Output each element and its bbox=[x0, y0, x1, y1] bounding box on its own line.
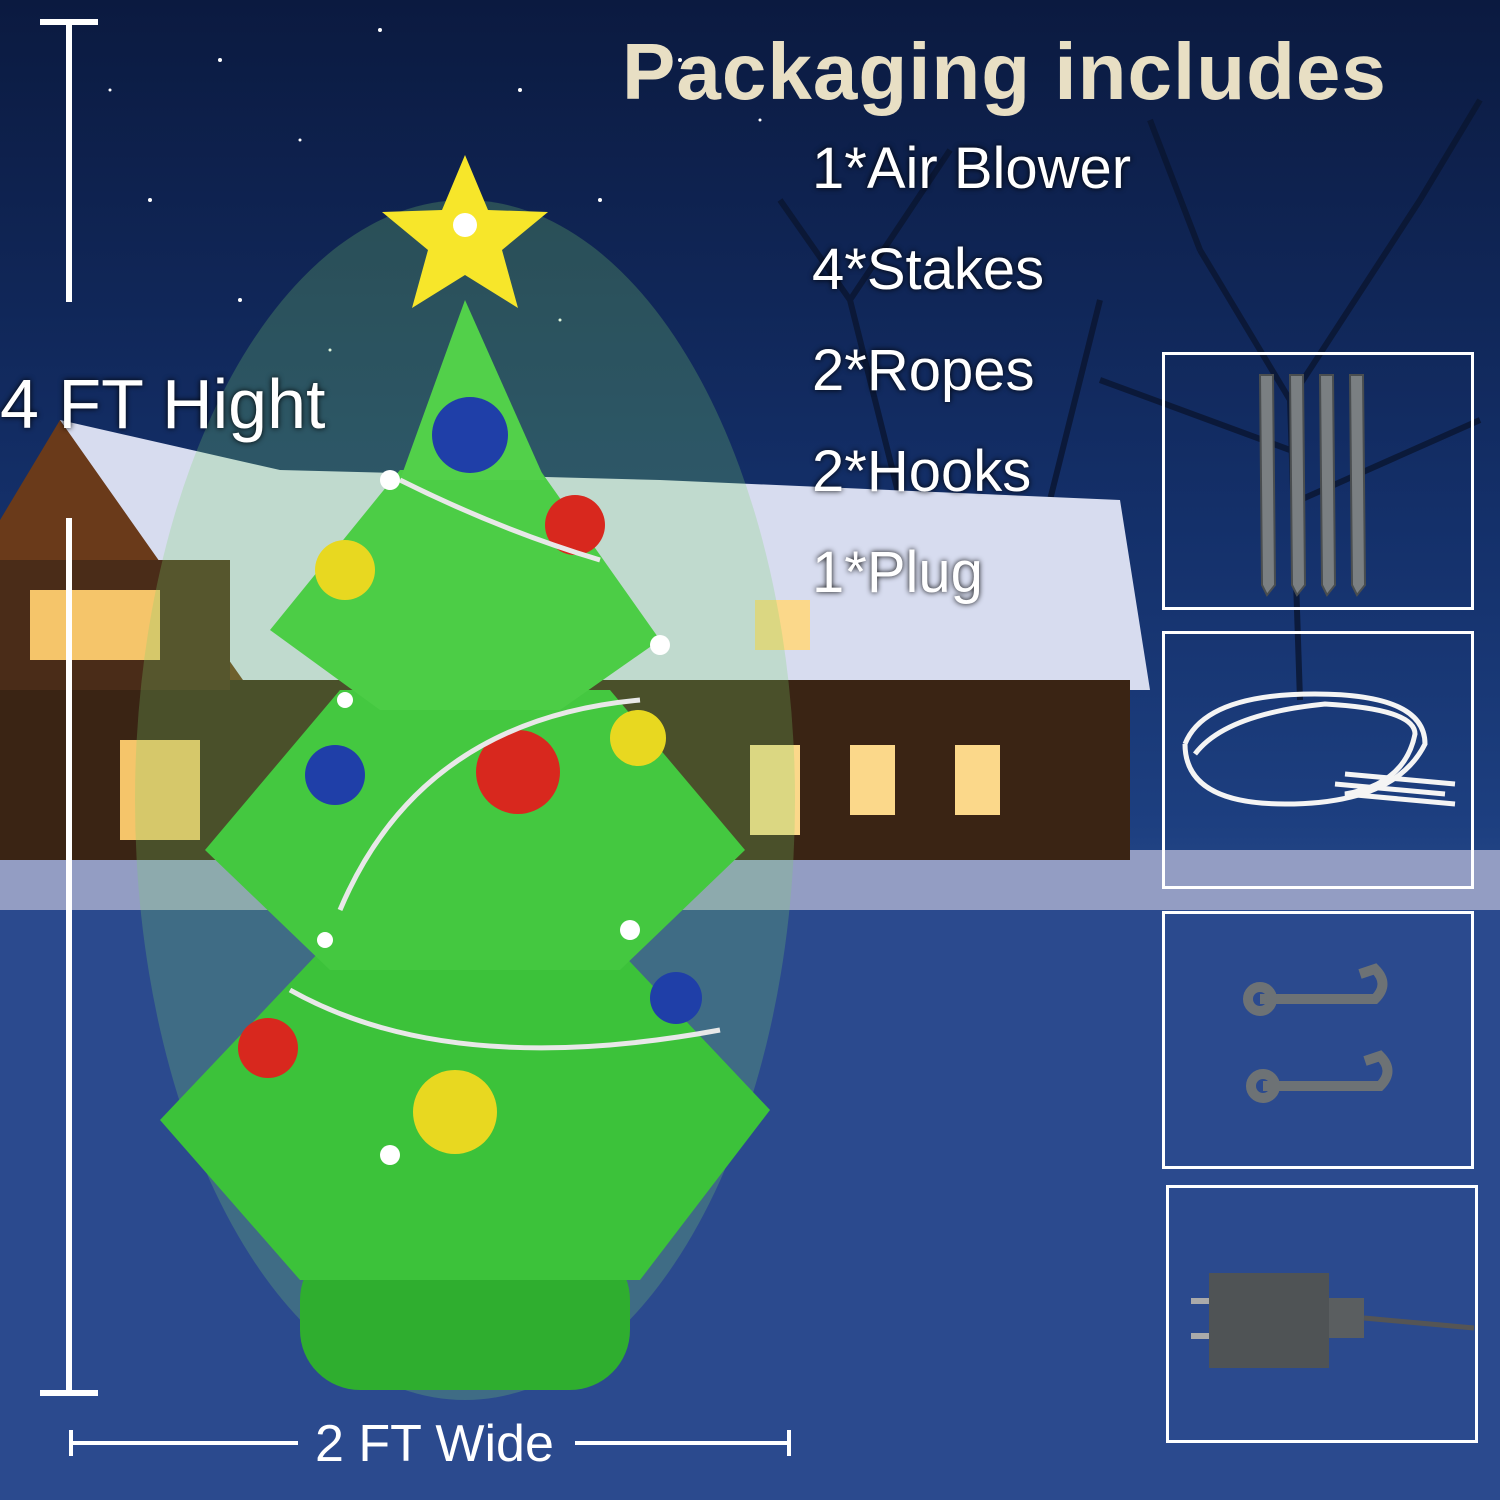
stakes-image bbox=[1162, 352, 1474, 610]
hooks-image bbox=[1162, 911, 1474, 1169]
list-item: 1*Plug bbox=[812, 540, 983, 605]
plug-icon bbox=[1191, 1273, 1475, 1368]
plug-image bbox=[1166, 1185, 1478, 1443]
list-item: 1*Air Blower bbox=[812, 136, 1132, 201]
hooks-icon bbox=[1243, 963, 1393, 1103]
list-item: 4*Stakes bbox=[812, 237, 1045, 302]
width-label: 2 FT Wide bbox=[315, 1415, 554, 1473]
package-contents-list: 1*Air Blower 4*Stakes 2*Ropes 2*Hooks 1*… bbox=[812, 136, 1131, 641]
width-indicator bbox=[69, 1430, 791, 1456]
ropes-image bbox=[1162, 631, 1474, 889]
list-item: 2*Hooks bbox=[812, 439, 1032, 504]
sky-stars bbox=[108, 28, 762, 352]
list-item: 2*Ropes bbox=[812, 338, 1035, 403]
inflatable-tree bbox=[135, 155, 795, 1400]
stakes-icon bbox=[1258, 374, 1367, 597]
height-indicator bbox=[40, 19, 98, 1396]
ropes-icon bbox=[1182, 691, 1456, 807]
height-label: 4 FT Hight bbox=[0, 365, 326, 443]
packaging-heading: Packaging includes bbox=[622, 27, 1387, 116]
